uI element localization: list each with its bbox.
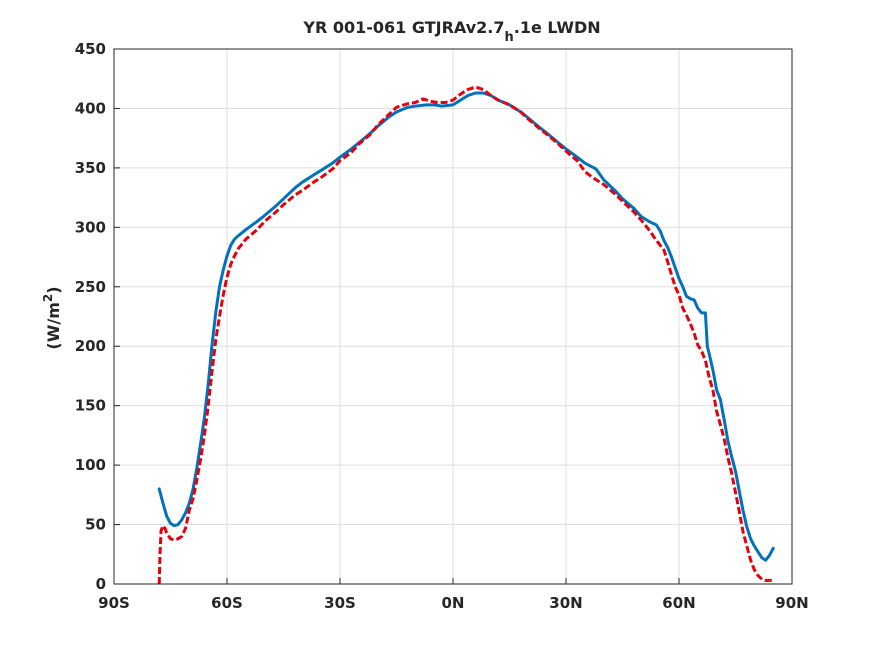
y-tick-label: 100	[75, 456, 106, 474]
x-tick-label: 90N	[775, 594, 808, 612]
y-tick-label: 400	[75, 99, 106, 117]
x-tick-label: 30S	[324, 594, 356, 612]
y-axis-label-post: )	[44, 286, 63, 293]
axis-ticks: 90S 60S 30S 0N 30N 60N 90N 0 50 100 150 200 250 300 35…	[75, 40, 809, 612]
y-axis-label: (W/m2)	[41, 286, 63, 349]
y-axis-label-sup: 2	[41, 294, 55, 302]
series-lines	[157, 85, 775, 585]
y-tick-label: 0	[96, 575, 106, 593]
series-line-1	[157, 91, 775, 562]
y-tick-label: 250	[75, 278, 106, 296]
x-tick-label: 90S	[98, 594, 130, 612]
x-tick-label: 0N	[442, 594, 465, 612]
chart-title-main: YR 001-061 GTJRAv2.7	[302, 18, 504, 37]
y-tick-label: 300	[75, 218, 106, 236]
chart-title: YR 001-061 GTJRAv2.7h.1e LWDN	[302, 18, 600, 45]
y-tick-label: 150	[75, 397, 106, 415]
y-tick-label: 200	[75, 337, 106, 355]
chart-title-subscript: h	[504, 30, 513, 45]
y-tick-label: 350	[75, 159, 106, 177]
series-line-2	[157, 85, 774, 585]
x-tick-label: 60N	[662, 594, 695, 612]
x-tick-label: 60S	[211, 594, 243, 612]
x-tick-label: 30N	[549, 594, 582, 612]
y-axis-label-pre: (W/m	[44, 302, 63, 349]
y-tick-label: 450	[75, 40, 106, 58]
chart-title-tail: .1e LWDN	[514, 18, 601, 37]
y-tick-label: 50	[85, 516, 106, 534]
